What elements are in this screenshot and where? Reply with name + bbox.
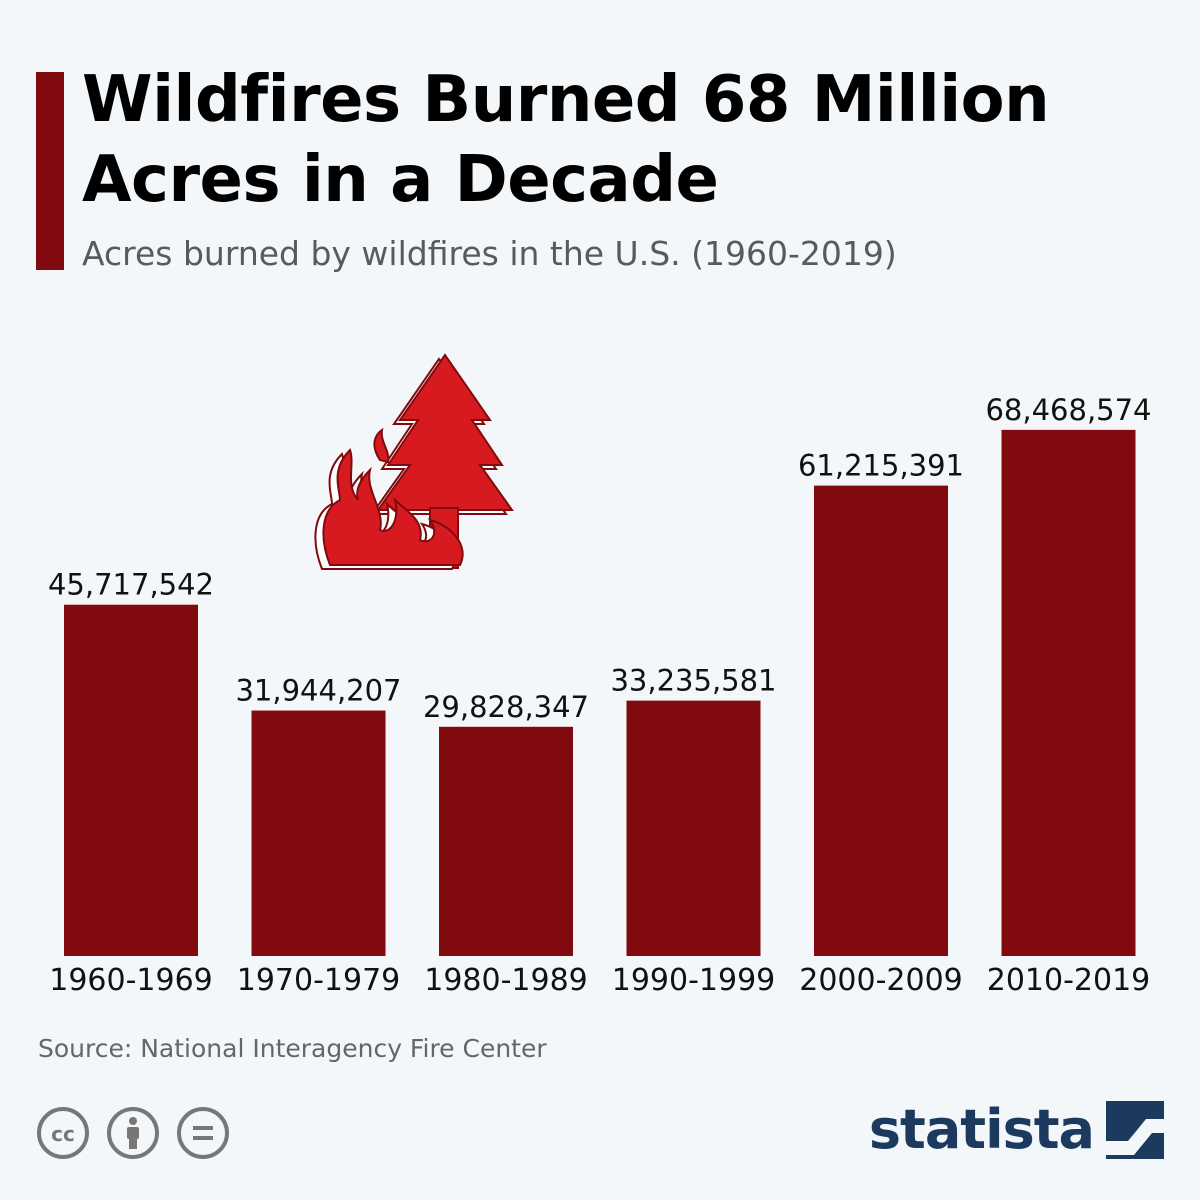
value-label: 33,235,581 — [610, 664, 776, 698]
chart-subtitle: Acres burned by wildfires in the U.S. (1… — [82, 234, 897, 273]
no-derivatives-icon[interactable] — [176, 1106, 230, 1160]
value-label: 29,828,347 — [423, 690, 589, 724]
category-label: 1970-1979 — [237, 963, 401, 998]
value-label: 31,944,207 — [235, 674, 401, 708]
category-label: 1990-1999 — [612, 963, 776, 998]
svg-text:cc: cc — [51, 1122, 75, 1146]
category-label: 1960-1969 — [49, 963, 213, 998]
value-label: 68,468,574 — [985, 393, 1151, 427]
value-label: 61,215,391 — [798, 449, 964, 483]
value-label: 45,717,542 — [48, 568, 214, 602]
license-icons: cc — [36, 1106, 230, 1160]
creative-commons-icon[interactable]: cc — [36, 1106, 90, 1160]
wildfire-tree-icon — [314, 353, 514, 570]
source-note: Source: National Interagency Fire Center — [38, 1034, 547, 1063]
statista-logo[interactable]: statista — [869, 1098, 1164, 1161]
bar-2010-2019[interactable] — [1001, 429, 1136, 957]
brand-wordmark: statista — [868, 1098, 1095, 1161]
title-accent-bar — [36, 72, 64, 270]
category-label: 2010-2019 — [987, 963, 1151, 998]
bar-1990-1999[interactable] — [626, 700, 761, 956]
bar-2000-2009[interactable] — [814, 485, 948, 956]
bar-1980-1989[interactable] — [439, 726, 573, 956]
bar-1970-1979[interactable] — [251, 710, 386, 956]
bar-1960-1969[interactable] — [64, 604, 198, 956]
bar-chart: 45,717,542 1960-1969 31,944,207 1970-1979 29… — [48, 393, 1152, 998]
chart-title: Wildfires Burned 68 Million Acres in a D… — [82, 63, 1050, 217]
statista-mark-icon — [1106, 1100, 1164, 1159]
category-label: 2000-2009 — [799, 963, 963, 998]
category-label: 1980-1989 — [424, 963, 588, 998]
attribution-icon[interactable] — [106, 1106, 160, 1160]
